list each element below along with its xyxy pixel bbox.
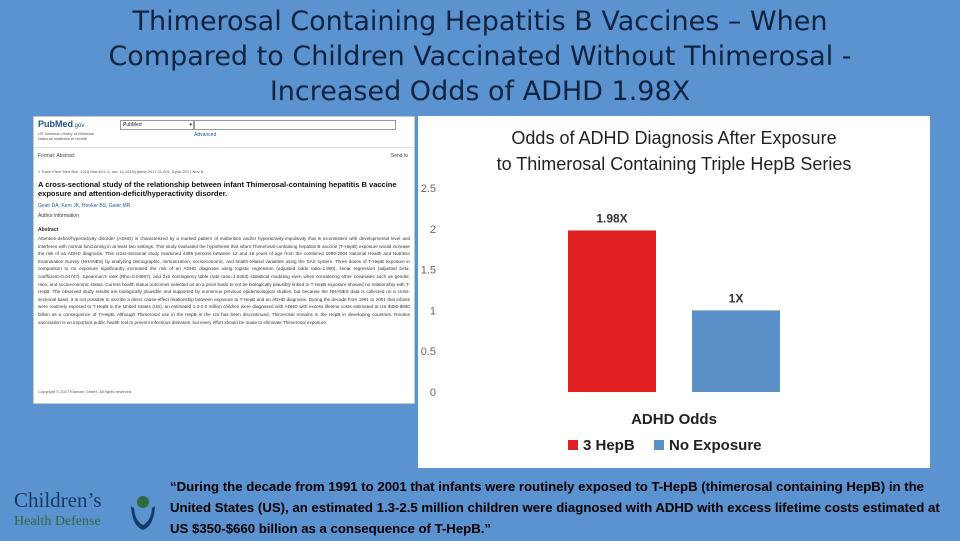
pubmed-logo: PubMed.gov (38, 119, 85, 129)
chart-legend: 3 HepB No Exposure (568, 437, 762, 454)
copyright-notice: Copyright © 2017 Elsevier GmbH. All righ… (38, 389, 133, 394)
legend-label: 3 HepB (583, 437, 635, 454)
journal-citation: J Trace Elem Med Biol. 2018 Mar;46:1-9. … (38, 169, 205, 174)
data-label: 1X (729, 291, 744, 305)
legend-swatch (568, 440, 578, 450)
search-input[interactable] (194, 120, 396, 130)
logo-line1: Children’s (14, 488, 102, 512)
x-axis-label: ADHD Odds (631, 411, 717, 428)
y-tick-label: 2 (430, 224, 436, 236)
legend-label: No Exposure (669, 437, 762, 454)
abstract-heading: Abstract (38, 227, 59, 233)
chart-title-line1: Odds of ADHD Diagnosis After Exposure (511, 128, 836, 148)
chart-panel: Odds of ADHD Diagnosis After Exposure to… (418, 116, 930, 468)
y-tick-label: 0 (430, 387, 436, 399)
pubmed-abstract-screenshot: PubMed.gov US National Library of Medici… (33, 116, 415, 404)
childrens-health-defense-logo: Children’s Health Defense (10, 484, 160, 536)
data-label: 1.98X (596, 211, 627, 225)
bar-chart: Odds of ADHD Diagnosis After Exposure to… (421, 128, 852, 454)
bar-no-exposure (692, 310, 780, 392)
chart-title-line2: to Thimerosal Containing Triple HepB Ser… (497, 154, 852, 174)
advanced-link[interactable]: Advanced (194, 132, 217, 138)
author-list[interactable]: Geier DA, Kern JK, Hooker BS, Geier MR (38, 203, 131, 209)
hands-icon (131, 496, 155, 530)
bar-3-hepb (568, 230, 656, 392)
study-quote: “During the decade from 1991 to 2001 tha… (170, 479, 940, 536)
send-to-menu[interactable]: Send to (390, 153, 408, 159)
database-select[interactable]: PubMed ▾ (120, 120, 194, 130)
y-tick-label: 0.5 (421, 346, 436, 358)
abstract-text: Attention-deficit/hyperactivity disorder… (38, 236, 410, 325)
author-information-toggle[interactable]: Author information (38, 213, 79, 219)
y-tick-label: 2.5 (421, 183, 436, 195)
logo-line2: Health Defense (14, 514, 101, 529)
pubmed-org-label: US National Library of Medicine National… (38, 131, 95, 141)
slide-title: Thimerosal Containing Hepatitis B Vaccin… (108, 6, 852, 107)
y-tick-label: 1 (430, 305, 436, 317)
format-selector[interactable]: Format: Abstract (38, 153, 75, 159)
chevron-down-icon: ▾ (189, 122, 192, 128)
pubmed-header: PubMed.gov US National Library of Medici… (34, 117, 414, 148)
legend-swatch (654, 440, 664, 450)
article-title: A cross-sectional study of the relations… (38, 180, 397, 198)
y-tick-label: 1.5 (421, 265, 436, 277)
